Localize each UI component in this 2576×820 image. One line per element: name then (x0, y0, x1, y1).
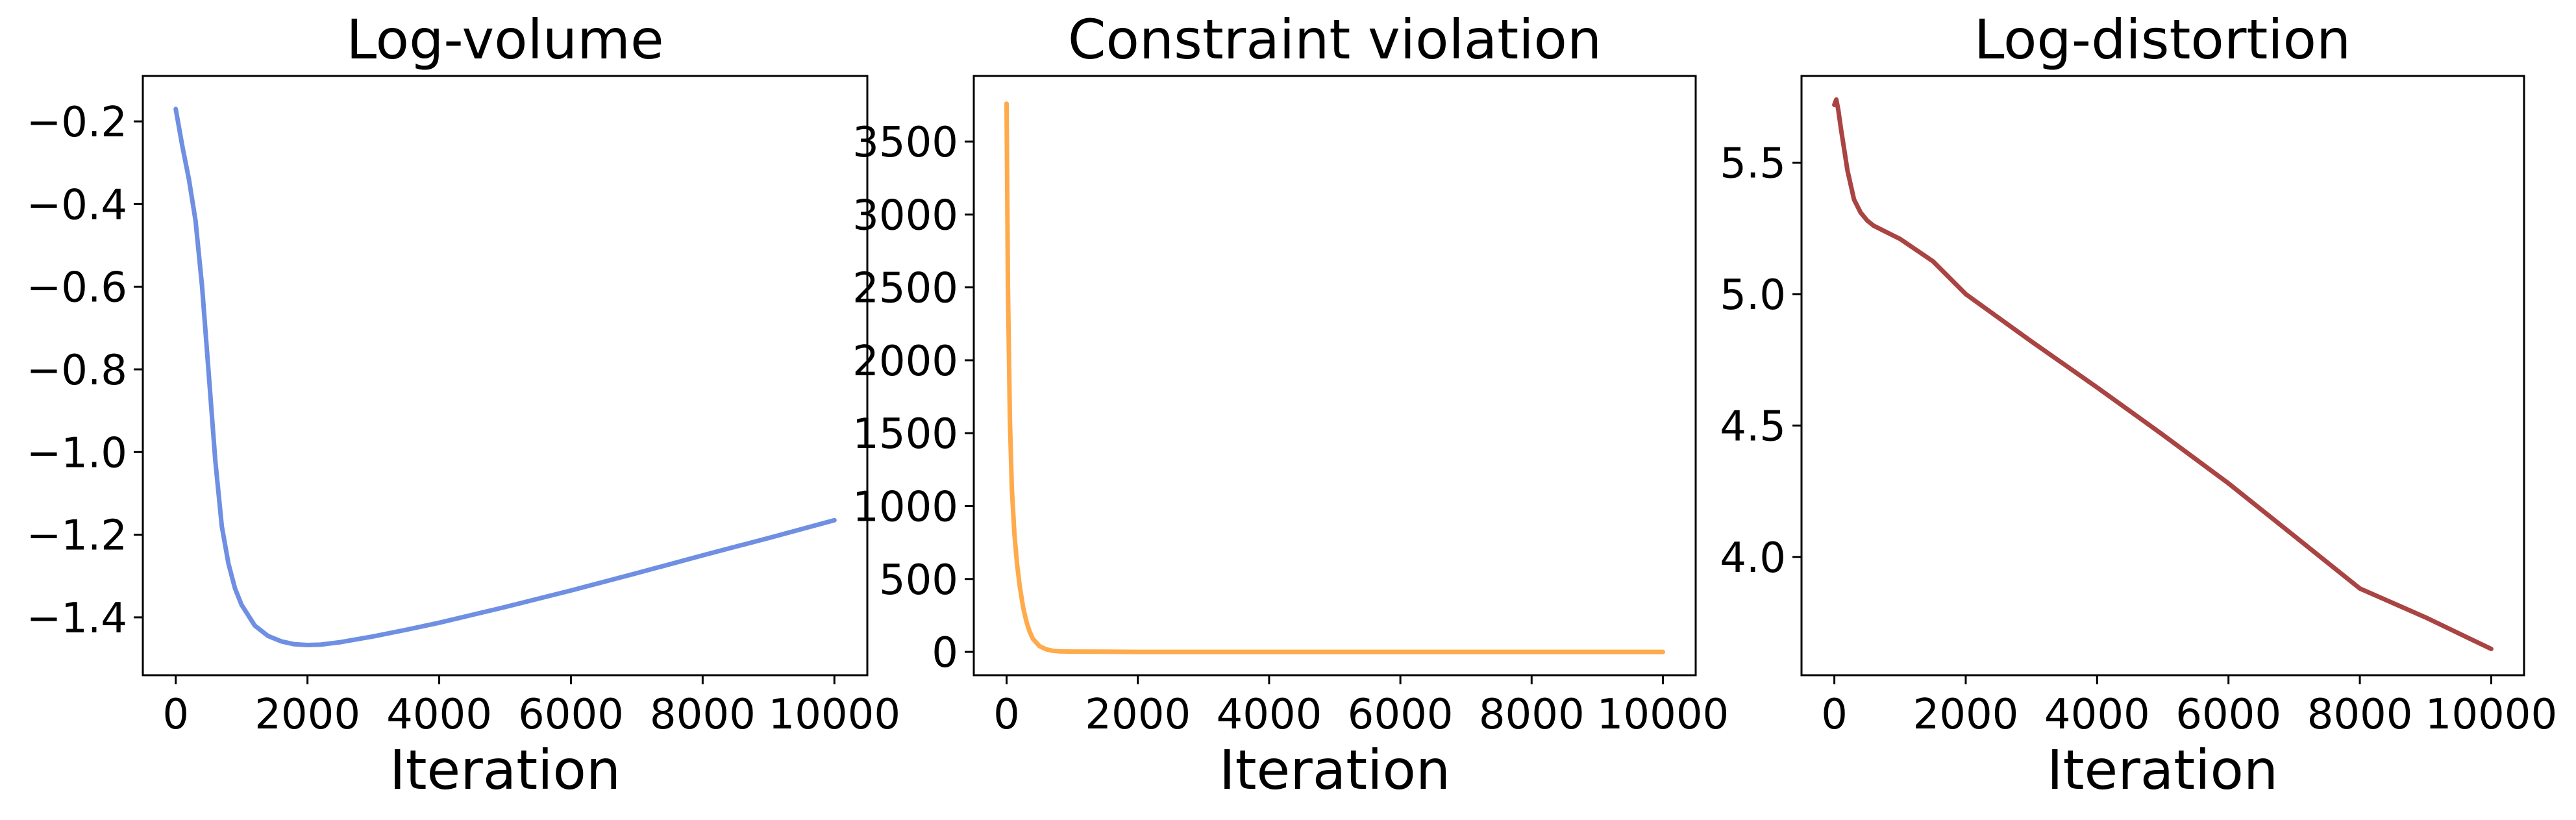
x-axis-label: Iteration (2047, 738, 2278, 802)
x-tick-label: 0 (993, 691, 1020, 739)
y-tick-label: 0 (932, 629, 958, 677)
y-tick-label: 1000 (852, 483, 958, 531)
y-tick-label: 1500 (852, 410, 958, 458)
x-tick-label: 0 (1821, 691, 1848, 739)
series-line (173, 106, 837, 647)
y-tick-label: 3500 (852, 119, 958, 167)
x-axis-ticks: 0 2000 4000 6000 8000 10000 (993, 675, 1729, 739)
y-tick-label: −0.4 (27, 181, 127, 229)
x-tick-label: 10000 (768, 691, 900, 739)
x-tick-label: 6000 (518, 691, 624, 739)
plot-frame (142, 75, 869, 677)
x-tick-label: 4000 (1216, 691, 1322, 739)
y-axis-ticks: −1.4 −1.2 −1.0 −0.8 −0.6 −0.4 −0.2 (27, 99, 143, 643)
y-tick-label: −0.6 (27, 264, 127, 312)
series-group (1004, 101, 1665, 654)
y-tick-label: 2500 (852, 265, 958, 313)
x-tick-label: 10000 (1597, 691, 1729, 739)
y-tick-label: −0.2 (27, 99, 127, 147)
x-tick-label: 8000 (2307, 691, 2413, 739)
plot-frame (972, 75, 1697, 677)
series-line (1004, 101, 1665, 654)
plot-frame (1800, 75, 2525, 677)
y-tick-label: 2000 (852, 338, 958, 386)
y-tick-label: 4.5 (1720, 403, 1786, 451)
y-axis-ticks: 0 500 1000 1500 2000 2500 3000 3500 (852, 119, 974, 677)
x-tick-label: 4000 (2044, 691, 2150, 739)
y-tick-label: 5.0 (1720, 271, 1786, 319)
y-tick-label: −1.0 (27, 429, 127, 477)
y-tick-label: 5.5 (1720, 140, 1786, 188)
x-tick-label: 2000 (1085, 691, 1191, 739)
series-group (1832, 97, 2494, 651)
series-line (1832, 97, 2494, 651)
x-tick-label: 8000 (650, 691, 756, 739)
y-tick-label: −1.2 (27, 512, 127, 560)
y-tick-label: 4.0 (1720, 534, 1786, 582)
panel-title: Log-distortion (1974, 8, 2351, 71)
x-tick-label: 6000 (1348, 691, 1454, 739)
x-tick-label: 2000 (254, 691, 360, 739)
x-tick-label: 10000 (2425, 691, 2558, 739)
x-tick-label: 2000 (1913, 691, 2019, 739)
x-axis-label: Iteration (1219, 738, 1450, 802)
y-tick-label: 500 (879, 556, 958, 604)
panel-log-distortion: Log-distortion 0 2000 4000 6000 8000 10000 4.… (1720, 8, 2557, 802)
x-tick-label: 4000 (386, 691, 492, 739)
x-axis-ticks: 0 2000 4000 6000 8000 10000 (1821, 675, 2557, 739)
x-tick-label: 6000 (2175, 691, 2281, 739)
y-tick-label: −1.4 (27, 595, 127, 643)
panel-title: Constraint violation (1068, 8, 1602, 71)
panel-constraint-violation: Constraint violation 0 2000 4000 6000 8000 10… (852, 8, 1729, 802)
x-tick-label: 0 (162, 691, 189, 739)
y-tick-label: 3000 (852, 192, 958, 240)
x-axis-ticks: 0 2000 4000 6000 8000 10000 (162, 675, 900, 739)
x-tick-label: 8000 (1479, 691, 1585, 739)
x-axis-label: Iteration (390, 738, 621, 802)
y-tick-label: −0.8 (27, 347, 127, 395)
series-group (173, 106, 837, 647)
panel-title: Log-volume (346, 8, 663, 71)
panel-log-volume: Log-volume 0 2000 4000 6000 8000 10000 −1.4−1… (27, 8, 900, 802)
y-axis-ticks: 4.0 4.5 5.0 5.5 (1720, 140, 1802, 582)
